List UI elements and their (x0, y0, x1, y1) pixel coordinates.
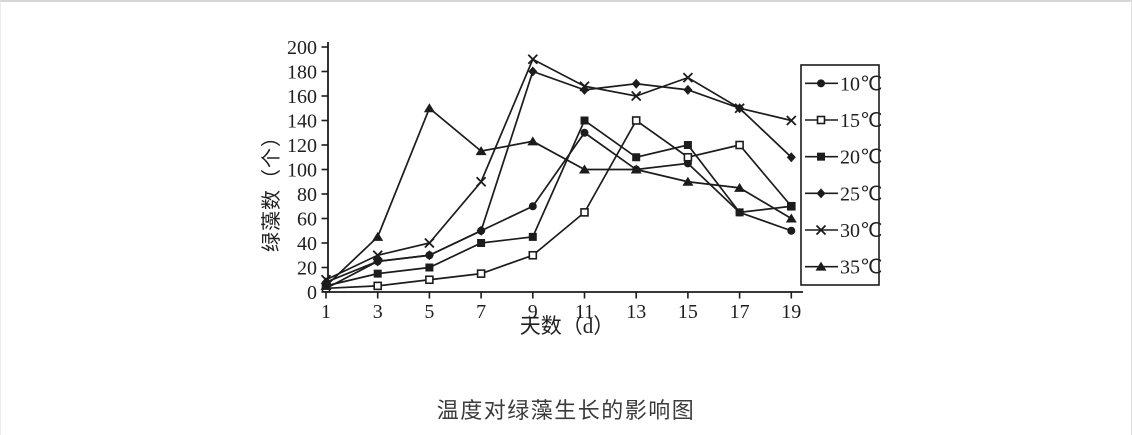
legend-label: 15℃ (840, 110, 882, 132)
x-tick-label: 5 (424, 301, 434, 323)
legend-item-25c: 25℃ (805, 183, 882, 205)
legend-label: 10℃ (840, 73, 882, 95)
chart-title: 温度对绿藻生长的影响图 (436, 398, 696, 423)
x-tick-label: 9 (528, 301, 538, 323)
y-tick-label: 160 (287, 86, 317, 108)
legend-label: 20℃ (840, 147, 882, 169)
legend-item-10c: 10℃ (805, 73, 882, 95)
y-tick-label: 120 (287, 135, 317, 157)
legend-label: 25℃ (840, 183, 882, 205)
legend-box (800, 64, 880, 286)
series-15c (321, 116, 796, 293)
y-tick-label: 200 (287, 37, 317, 59)
x-tick-label: 7 (476, 301, 486, 323)
y-tick-label: 180 (287, 62, 317, 84)
x-tick-label: 17 (730, 301, 750, 323)
y-tick-label: 140 (287, 111, 317, 133)
y-tick-label: 80 (297, 184, 317, 206)
legend-item-20c: 20℃ (805, 147, 882, 169)
legend-label: 30℃ (840, 220, 882, 242)
x-tick-label: 3 (373, 301, 383, 323)
legend: 10℃ 15℃ 20℃ 25℃ 30℃ 35℃ (800, 64, 882, 286)
legend-item-15c: 15℃ (805, 110, 882, 132)
x-tick-label: 15 (678, 301, 698, 323)
y-axis-label: 绿藻数（个） (260, 126, 283, 252)
series-35c (320, 103, 797, 290)
series-30c (320, 54, 797, 285)
x-tick-label: 1 (321, 301, 331, 323)
series-20c (322, 116, 796, 290)
x-tick-label: 11 (575, 301, 594, 323)
data-series (320, 54, 797, 293)
y-tick-label: 0 (307, 282, 317, 304)
y-tick-label: 100 (287, 160, 317, 182)
y-tick-label: 40 (297, 233, 317, 255)
y-tick-label: 60 (297, 209, 317, 231)
y-tick-label: 20 (297, 258, 317, 280)
legend-label: 35℃ (840, 257, 882, 279)
x-tick-label: 13 (626, 301, 646, 323)
x-axis-label: 天数（d） (520, 314, 615, 338)
legend-item-35c: 35℃ (805, 257, 882, 279)
legend-item-30c: 30℃ (805, 220, 882, 242)
x-tick-label: 19 (781, 301, 801, 323)
series-10c (322, 128, 796, 293)
